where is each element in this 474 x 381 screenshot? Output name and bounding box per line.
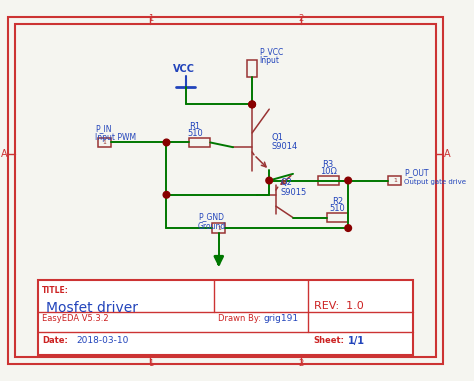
- Text: R1: R1: [190, 122, 201, 131]
- Text: REV:  1.0: REV: 1.0: [314, 301, 364, 311]
- Text: 1: 1: [148, 359, 153, 368]
- Text: 510: 510: [187, 129, 203, 138]
- Circle shape: [163, 191, 170, 198]
- Circle shape: [249, 101, 255, 108]
- Text: P_VCC: P_VCC: [259, 46, 283, 56]
- Bar: [212, 223, 226, 233]
- Text: R3: R3: [323, 160, 334, 169]
- Text: Mosfet driver: Mosfet driver: [46, 301, 137, 315]
- Text: Drawn By:: Drawn By:: [218, 314, 261, 323]
- Text: 1: 1: [217, 226, 221, 231]
- Bar: [98, 138, 111, 147]
- Text: A: A: [0, 149, 7, 159]
- Bar: [189, 138, 210, 147]
- Circle shape: [266, 177, 273, 184]
- Text: 2018-03-10: 2018-03-10: [76, 336, 128, 345]
- Circle shape: [249, 101, 255, 108]
- Text: Ground: Ground: [198, 222, 226, 231]
- Text: A: A: [444, 149, 450, 159]
- Text: Input: Input: [259, 56, 279, 65]
- Text: 2: 2: [298, 14, 303, 23]
- Text: 2: 2: [298, 359, 303, 368]
- Text: 1: 1: [103, 140, 107, 145]
- Text: EasyEDA V5.3.2: EasyEDA V5.3.2: [42, 314, 109, 323]
- Text: R2: R2: [332, 197, 343, 206]
- Text: 510: 510: [330, 204, 346, 213]
- Text: VCC: VCC: [173, 64, 195, 74]
- Text: TITLE:: TITLE:: [42, 286, 69, 295]
- Text: S9015: S9015: [281, 188, 307, 197]
- Circle shape: [345, 177, 352, 184]
- Text: 1: 1: [148, 14, 153, 23]
- Text: P_IN: P_IN: [95, 124, 112, 133]
- Text: grig191: grig191: [264, 314, 299, 323]
- Bar: [247, 60, 257, 77]
- Text: S9014: S9014: [271, 142, 297, 151]
- Bar: [318, 176, 338, 185]
- Text: P_GND: P_GND: [198, 212, 224, 221]
- Circle shape: [345, 225, 352, 231]
- Text: Q1: Q1: [271, 133, 283, 142]
- Text: 1/1: 1/1: [348, 336, 365, 346]
- Text: Input PWM: Input PWM: [95, 133, 136, 142]
- Bar: [38, 280, 413, 355]
- Bar: [388, 176, 401, 185]
- Circle shape: [163, 139, 170, 146]
- Text: Output gate drive: Output gate drive: [404, 179, 466, 186]
- Text: Date:: Date:: [42, 336, 68, 345]
- Text: Q2: Q2: [281, 178, 292, 187]
- Bar: [327, 213, 348, 223]
- Text: 1: 1: [393, 178, 397, 183]
- Text: 10Ω: 10Ω: [320, 167, 337, 176]
- Text: P_OUT: P_OUT: [404, 168, 429, 178]
- Text: Sheet:: Sheet:: [314, 336, 345, 345]
